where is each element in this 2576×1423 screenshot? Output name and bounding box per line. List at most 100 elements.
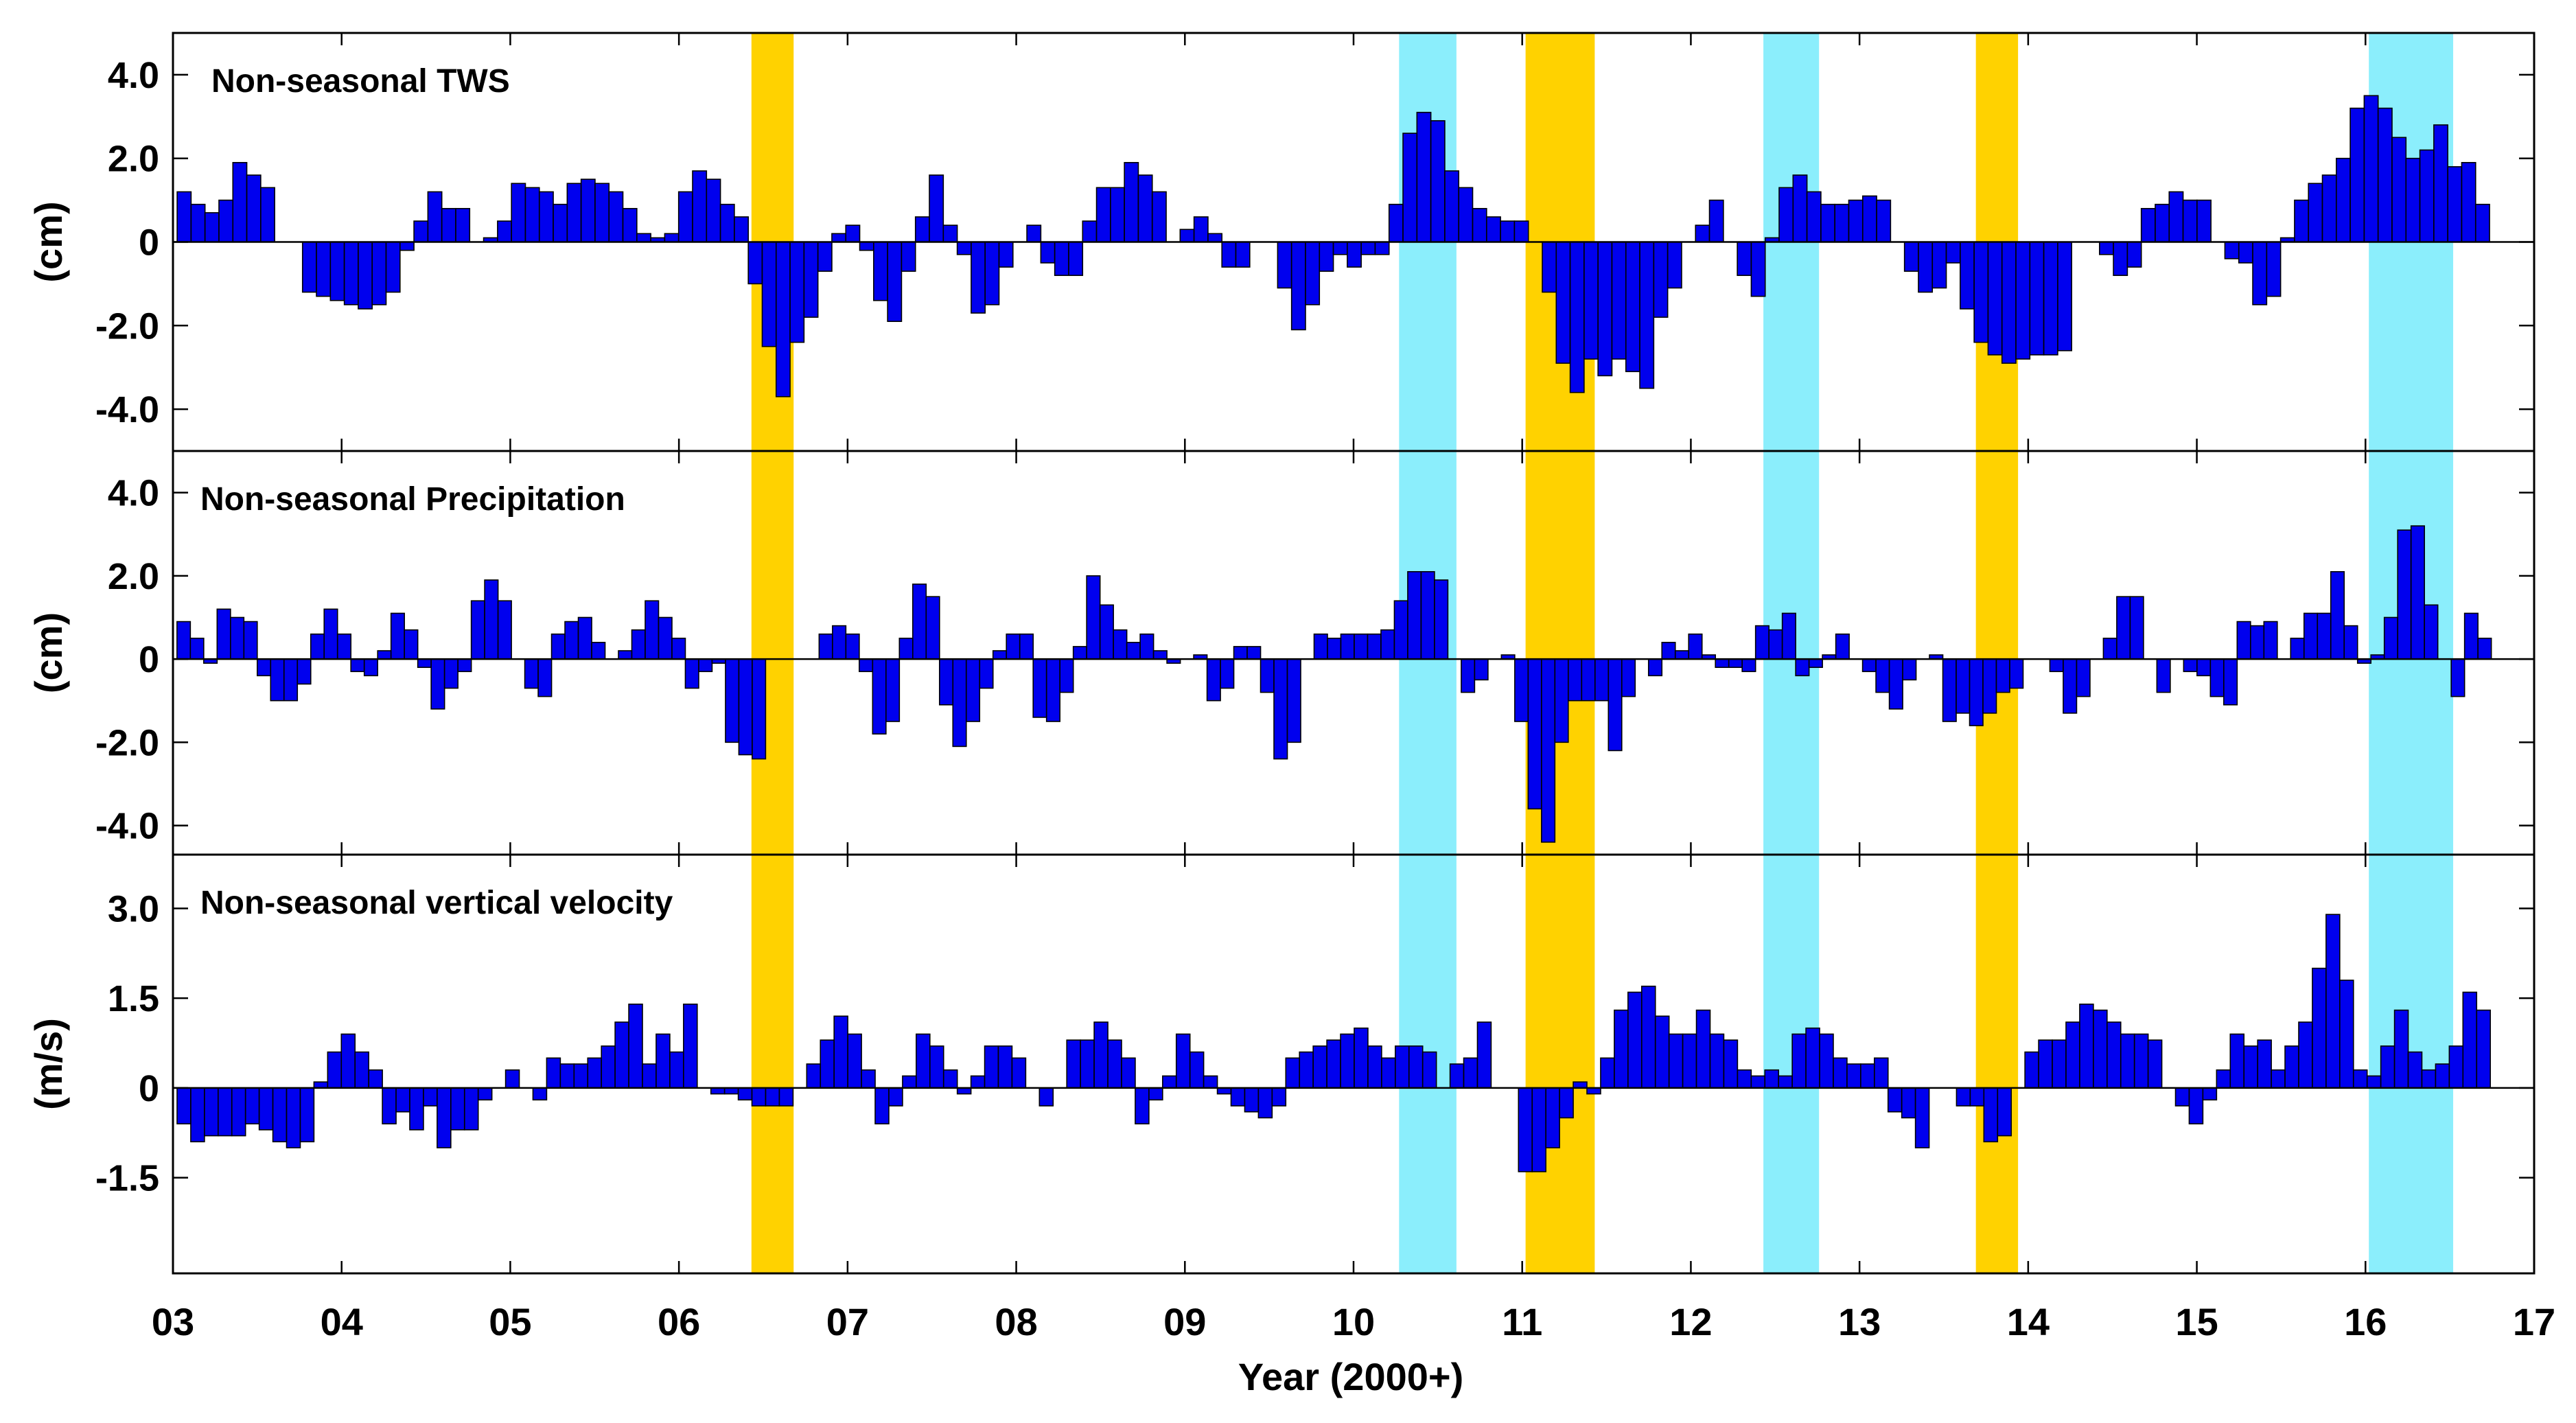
panel-1-bar — [1806, 191, 1822, 243]
panel-1-bar — [887, 241, 903, 323]
panel-3-bar — [861, 1069, 876, 1089]
panel-3-bar — [2421, 1069, 2437, 1089]
panel-2-bar — [2330, 570, 2345, 660]
panel-3-bar — [1668, 1033, 1684, 1089]
panel-2-bar — [965, 658, 981, 722]
panel-1-bar — [1750, 241, 1766, 297]
panel-1-bar — [2349, 107, 2365, 243]
panel-1-bar — [2057, 241, 2073, 351]
panel-1-bar — [1110, 187, 1125, 243]
panel-2-bar — [1327, 637, 1342, 660]
panel-2-bar — [631, 629, 646, 660]
panel-3-bar — [2435, 1063, 2450, 1089]
panel-1-bar — [1708, 199, 1724, 243]
panel-1-bar — [984, 241, 1000, 305]
panel-3-bar — [1983, 1087, 1999, 1143]
panel-3-bar — [450, 1087, 465, 1131]
panel-1-bar — [343, 241, 359, 305]
panel-1-bar — [1555, 241, 1571, 364]
panel-1-bar — [1820, 203, 1835, 243]
panel-3-bar — [559, 1063, 575, 1089]
panel-3-bar — [2271, 1069, 2286, 1089]
panel-2-bar — [390, 612, 405, 660]
panel-3-bar — [1614, 1009, 1629, 1089]
panel-3-bar — [190, 1087, 205, 1143]
panel-2-y-tick-label: -4.0 — [95, 806, 159, 847]
panel-1-bar — [1221, 241, 1237, 268]
panel-1-bar — [734, 216, 749, 243]
panel-2-bar — [925, 596, 940, 660]
panel-3-bar — [1573, 1081, 1588, 1089]
panel-2-bar — [1688, 633, 1703, 660]
panel-3-bar — [2093, 1009, 2108, 1089]
panel-1-bar — [1653, 241, 1669, 318]
panel-2-bar — [1139, 633, 1154, 660]
panel-3-bar — [2243, 1045, 2258, 1089]
panel-2-bar — [1568, 658, 1583, 702]
panel-3-bar — [299, 1087, 315, 1143]
panel-3-bar — [1997, 1087, 2012, 1137]
panel-2-bar — [336, 633, 352, 660]
panel-2-bar — [1126, 642, 1141, 660]
panel-3-bar — [642, 1063, 657, 1089]
panel-1-bar — [2126, 241, 2142, 268]
panel-1-bar — [1305, 241, 1321, 305]
panel-2-bar — [671, 637, 686, 660]
x-tick-label: 13 — [1838, 1300, 1881, 1343]
panel-1-bar — [1792, 174, 1808, 243]
panel-2-bar — [1099, 604, 1114, 660]
panel-2-bar — [1942, 658, 1957, 722]
panel-1-bar — [1695, 224, 1710, 243]
panel-1-bar — [817, 241, 833, 272]
panel-1-bar — [1486, 216, 1501, 243]
panel-2-bar — [1006, 633, 1021, 660]
panel-3-bar — [587, 1057, 602, 1089]
panel-3-bar — [546, 1057, 561, 1089]
panel-1-bar — [1903, 241, 1919, 272]
panel-3-bar — [218, 1087, 233, 1137]
panel-1-bar — [246, 174, 262, 243]
panel-3-bar — [1887, 1087, 1903, 1113]
panel-1-bar — [2238, 241, 2253, 264]
panel-3-bar — [984, 1045, 999, 1089]
panel-1-bar — [2405, 157, 2421, 243]
panel-1-bar — [524, 187, 540, 243]
panel-2-bar — [1514, 658, 1529, 722]
panel-1-bar — [1054, 241, 1069, 277]
panel-1-bar — [664, 233, 680, 243]
panel-1-bar — [1960, 241, 1975, 310]
panel-3-y-axis-label: (m/s) — [27, 1018, 70, 1110]
panel-3-bar — [231, 1087, 246, 1137]
panel-1-bar — [190, 203, 206, 243]
panel-2-bar — [952, 658, 967, 748]
panel-2-bar — [363, 658, 378, 677]
panel-1-bar — [803, 241, 819, 318]
panel-3-bar — [1175, 1033, 1191, 1089]
panel-2-bar — [537, 658, 553, 697]
panel-1-bar — [399, 241, 415, 251]
panel-3-bar — [1080, 1039, 1095, 1089]
panel-1-bar — [1347, 241, 1362, 268]
panel-2-bar — [1220, 658, 1235, 689]
panel-1-bar — [1472, 207, 1487, 243]
panel-3-bar — [1011, 1057, 1027, 1089]
panel-1-y-tick-label: 0 — [139, 222, 159, 264]
panel-1-bar — [2336, 157, 2351, 243]
panel-3-bar — [1846, 1063, 1861, 1089]
panel-2-bar — [1969, 658, 1984, 726]
panel-1-bar — [511, 183, 526, 243]
panel-3-bar — [833, 1015, 848, 1089]
panel-1-bar — [2168, 191, 2184, 243]
panel-3-bar — [628, 1004, 643, 1089]
panel-3-bar — [2052, 1039, 2067, 1089]
panel-3-bar — [2462, 991, 2478, 1089]
panel-3-bar — [1244, 1087, 1260, 1113]
panel-2-y-tick-label: 0 — [139, 639, 159, 680]
panel-3-bar — [1545, 1087, 1560, 1148]
panel-1-bar — [553, 203, 568, 243]
panel-1-bar — [1319, 241, 1334, 272]
panel-2-bar — [1407, 570, 1422, 660]
panel-1-bar — [358, 241, 373, 310]
panel-3-bar — [1586, 1087, 1601, 1095]
panel-3-bar — [2202, 1087, 2218, 1101]
